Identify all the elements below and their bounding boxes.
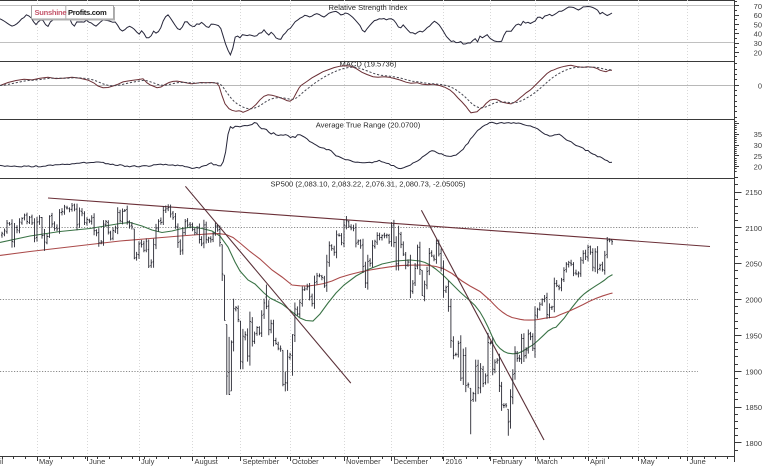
svg-text:1800: 1800 — [745, 439, 762, 448]
svg-text:MACD (19.5736): MACD (19.5736) — [340, 60, 397, 69]
svg-text:20: 20 — [754, 163, 762, 172]
svg-text:50: 50 — [754, 20, 762, 29]
svg-text:35: 35 — [754, 130, 762, 139]
svg-text:December: December — [394, 457, 429, 466]
svg-text:August: August — [195, 457, 219, 466]
svg-text:May: May — [641, 457, 655, 466]
svg-text:30: 30 — [754, 39, 762, 48]
svg-text:2016: 2016 — [446, 457, 463, 466]
svg-text:May: May — [39, 457, 53, 466]
svg-text:Sunshine: Sunshine — [35, 8, 67, 17]
svg-text:November: November — [346, 457, 381, 466]
svg-text:March: March — [537, 457, 558, 466]
svg-text:30: 30 — [754, 141, 762, 150]
svg-text:July: July — [141, 457, 155, 466]
svg-text:0: 0 — [758, 81, 762, 90]
svg-text:1900: 1900 — [745, 367, 762, 376]
svg-text:2050: 2050 — [745, 260, 762, 269]
svg-text:1850: 1850 — [745, 403, 762, 412]
svg-text:June: June — [89, 457, 105, 466]
svg-text:25: 25 — [754, 152, 762, 161]
svg-text:60: 60 — [754, 11, 762, 20]
svg-text:il: il — [0, 457, 4, 466]
svg-text:Average True Range (20.0700): Average True Range (20.0700) — [316, 121, 421, 130]
svg-text:70: 70 — [754, 2, 762, 11]
svg-text:October: October — [292, 457, 319, 466]
svg-text:February: February — [493, 457, 523, 466]
svg-text:Profits.com: Profits.com — [68, 8, 107, 17]
svg-text:40: 40 — [754, 30, 762, 39]
svg-text:1950: 1950 — [745, 331, 762, 340]
svg-text:June: June — [690, 457, 706, 466]
svg-text:2150: 2150 — [745, 188, 762, 197]
svg-text:20: 20 — [754, 48, 762, 57]
svg-text:2000: 2000 — [745, 296, 762, 305]
svg-text:2100: 2100 — [745, 224, 762, 233]
svg-text:Relative Strength Index: Relative Strength Index — [329, 3, 408, 12]
svg-text:SP500 (2,083.10, 2,083.22, 2,0: SP500 (2,083.10, 2,083.22, 2,076.31, 2,0… — [270, 180, 466, 189]
svg-text:April: April — [590, 457, 605, 466]
svg-text:September: September — [243, 457, 280, 466]
